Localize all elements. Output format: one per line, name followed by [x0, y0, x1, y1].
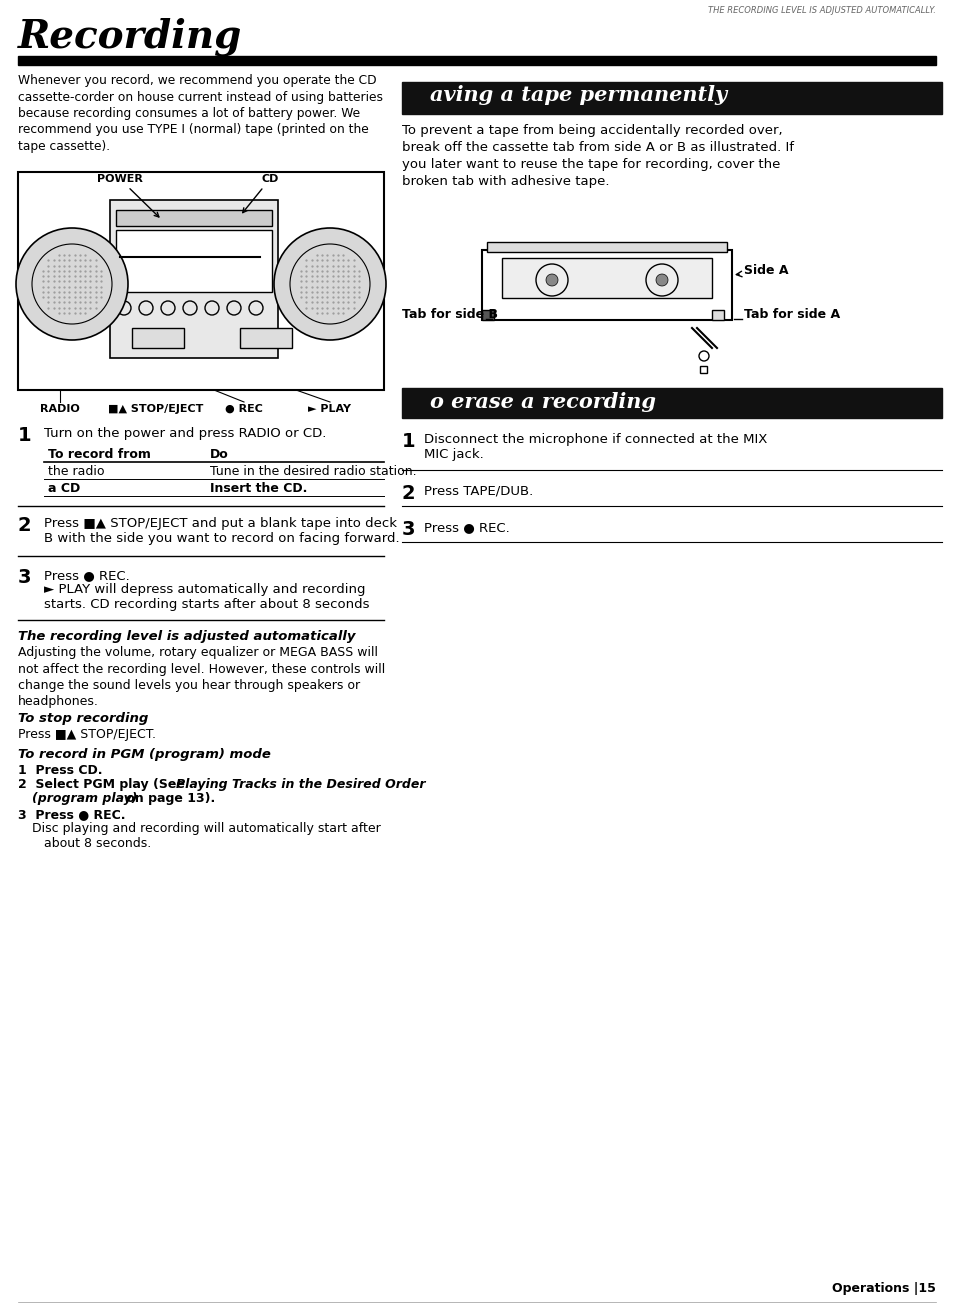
- Bar: [711, 310, 723, 320]
- Text: ► PLAY: ► PLAY: [308, 404, 351, 415]
- Text: Press ■▲ STOP/EJECT.: Press ■▲ STOP/EJECT.: [18, 728, 156, 741]
- Text: Tab for side B: Tab for side B: [401, 308, 497, 321]
- Text: Playing Tracks in the Desired Order: Playing Tracks in the Desired Order: [175, 778, 425, 791]
- Text: Disconnect the microphone if connected at the MIX
MIC jack.: Disconnect the microphone if connected a…: [423, 433, 766, 461]
- Text: 1: 1: [18, 426, 31, 445]
- Bar: [486, 241, 726, 252]
- Text: To stop recording: To stop recording: [18, 712, 149, 726]
- Bar: [132, 328, 184, 348]
- Text: Side A: Side A: [743, 264, 788, 277]
- Text: Adjusting the volume, rotary equalizer or MEGA BASS will
not affect the recordin: Adjusting the volume, rotary equalizer o…: [18, 646, 385, 708]
- Text: 2: 2: [18, 516, 31, 535]
- Text: THE RECORDING LEVEL IS ADJUSTED AUTOMATICALLY.: THE RECORDING LEVEL IS ADJUSTED AUTOMATI…: [707, 7, 935, 14]
- Bar: [110, 199, 277, 358]
- Text: To prevent a tape from being accidentally recorded over,
break off the cassette : To prevent a tape from being accidentall…: [401, 125, 793, 188]
- Bar: [700, 366, 706, 373]
- Text: 1: 1: [401, 432, 416, 451]
- Text: Operations |15: Operations |15: [831, 1282, 935, 1295]
- Text: aving a tape permanently: aving a tape permanently: [430, 85, 726, 105]
- Text: Whenever you record, we recommend you operate the CD
cassette-corder on house cu: Whenever you record, we recommend you op…: [18, 73, 382, 154]
- Text: Tab for side A: Tab for side A: [743, 308, 840, 321]
- Text: Recording: Recording: [18, 18, 242, 56]
- Circle shape: [545, 274, 558, 286]
- Text: Turn on the power and press RADIO or CD.: Turn on the power and press RADIO or CD.: [44, 426, 326, 440]
- Bar: [401, 81, 941, 114]
- Text: Do: Do: [210, 447, 229, 461]
- Text: Tune in the desired radio station.: Tune in the desired radio station.: [210, 464, 416, 478]
- Text: Press ● REC.: Press ● REC.: [44, 569, 130, 583]
- Text: Press TAPE/DUB.: Press TAPE/DUB.: [423, 485, 533, 499]
- Bar: [116, 210, 272, 226]
- Text: Press ■▲ STOP/EJECT and put a blank tape into deck
B with the side you want to r: Press ■▲ STOP/EJECT and put a blank tape…: [44, 517, 399, 544]
- Bar: [501, 258, 711, 298]
- Text: 1  Press CD.: 1 Press CD.: [18, 764, 102, 777]
- Bar: [240, 328, 292, 348]
- Text: 3: 3: [401, 520, 416, 539]
- Bar: [116, 230, 272, 293]
- Bar: [481, 310, 494, 320]
- Text: ● REC: ● REC: [225, 404, 263, 415]
- Text: CD: CD: [242, 174, 278, 213]
- Text: a CD: a CD: [48, 482, 80, 495]
- Text: ► PLAY will depress automatically and recording
starts. CD recording starts afte: ► PLAY will depress automatically and re…: [44, 583, 369, 611]
- Text: (program play): (program play): [32, 792, 137, 806]
- Text: Disc playing and recording will automatically start after
   about 8 seconds.: Disc playing and recording will automati…: [32, 823, 380, 850]
- Bar: [401, 388, 941, 419]
- Text: 3  Press ● REC.: 3 Press ● REC.: [18, 808, 126, 821]
- Bar: [18, 56, 935, 66]
- Circle shape: [656, 274, 667, 286]
- Circle shape: [274, 228, 386, 340]
- Text: To record in PGM (program) mode: To record in PGM (program) mode: [18, 748, 271, 761]
- Circle shape: [16, 228, 128, 340]
- Text: o erase a recording: o erase a recording: [430, 392, 656, 412]
- Text: The recording level is adjusted automatically: The recording level is adjusted automati…: [18, 630, 355, 643]
- Text: 2  Select PGM play (See: 2 Select PGM play (See: [18, 778, 189, 791]
- Text: 2: 2: [401, 484, 416, 502]
- Text: To record from: To record from: [48, 447, 151, 461]
- Text: Press ● REC.: Press ● REC.: [423, 521, 509, 534]
- Text: POWER: POWER: [97, 174, 159, 216]
- Text: ■▲ STOP/EJECT: ■▲ STOP/EJECT: [109, 404, 204, 415]
- Text: on page 13).: on page 13).: [122, 792, 215, 806]
- Text: the radio: the radio: [48, 464, 105, 478]
- Bar: [18, 172, 384, 390]
- Text: Insert the CD.: Insert the CD.: [210, 482, 307, 495]
- Text: RADIO: RADIO: [40, 404, 80, 415]
- Text: 3: 3: [18, 568, 31, 586]
- Bar: [481, 251, 731, 320]
